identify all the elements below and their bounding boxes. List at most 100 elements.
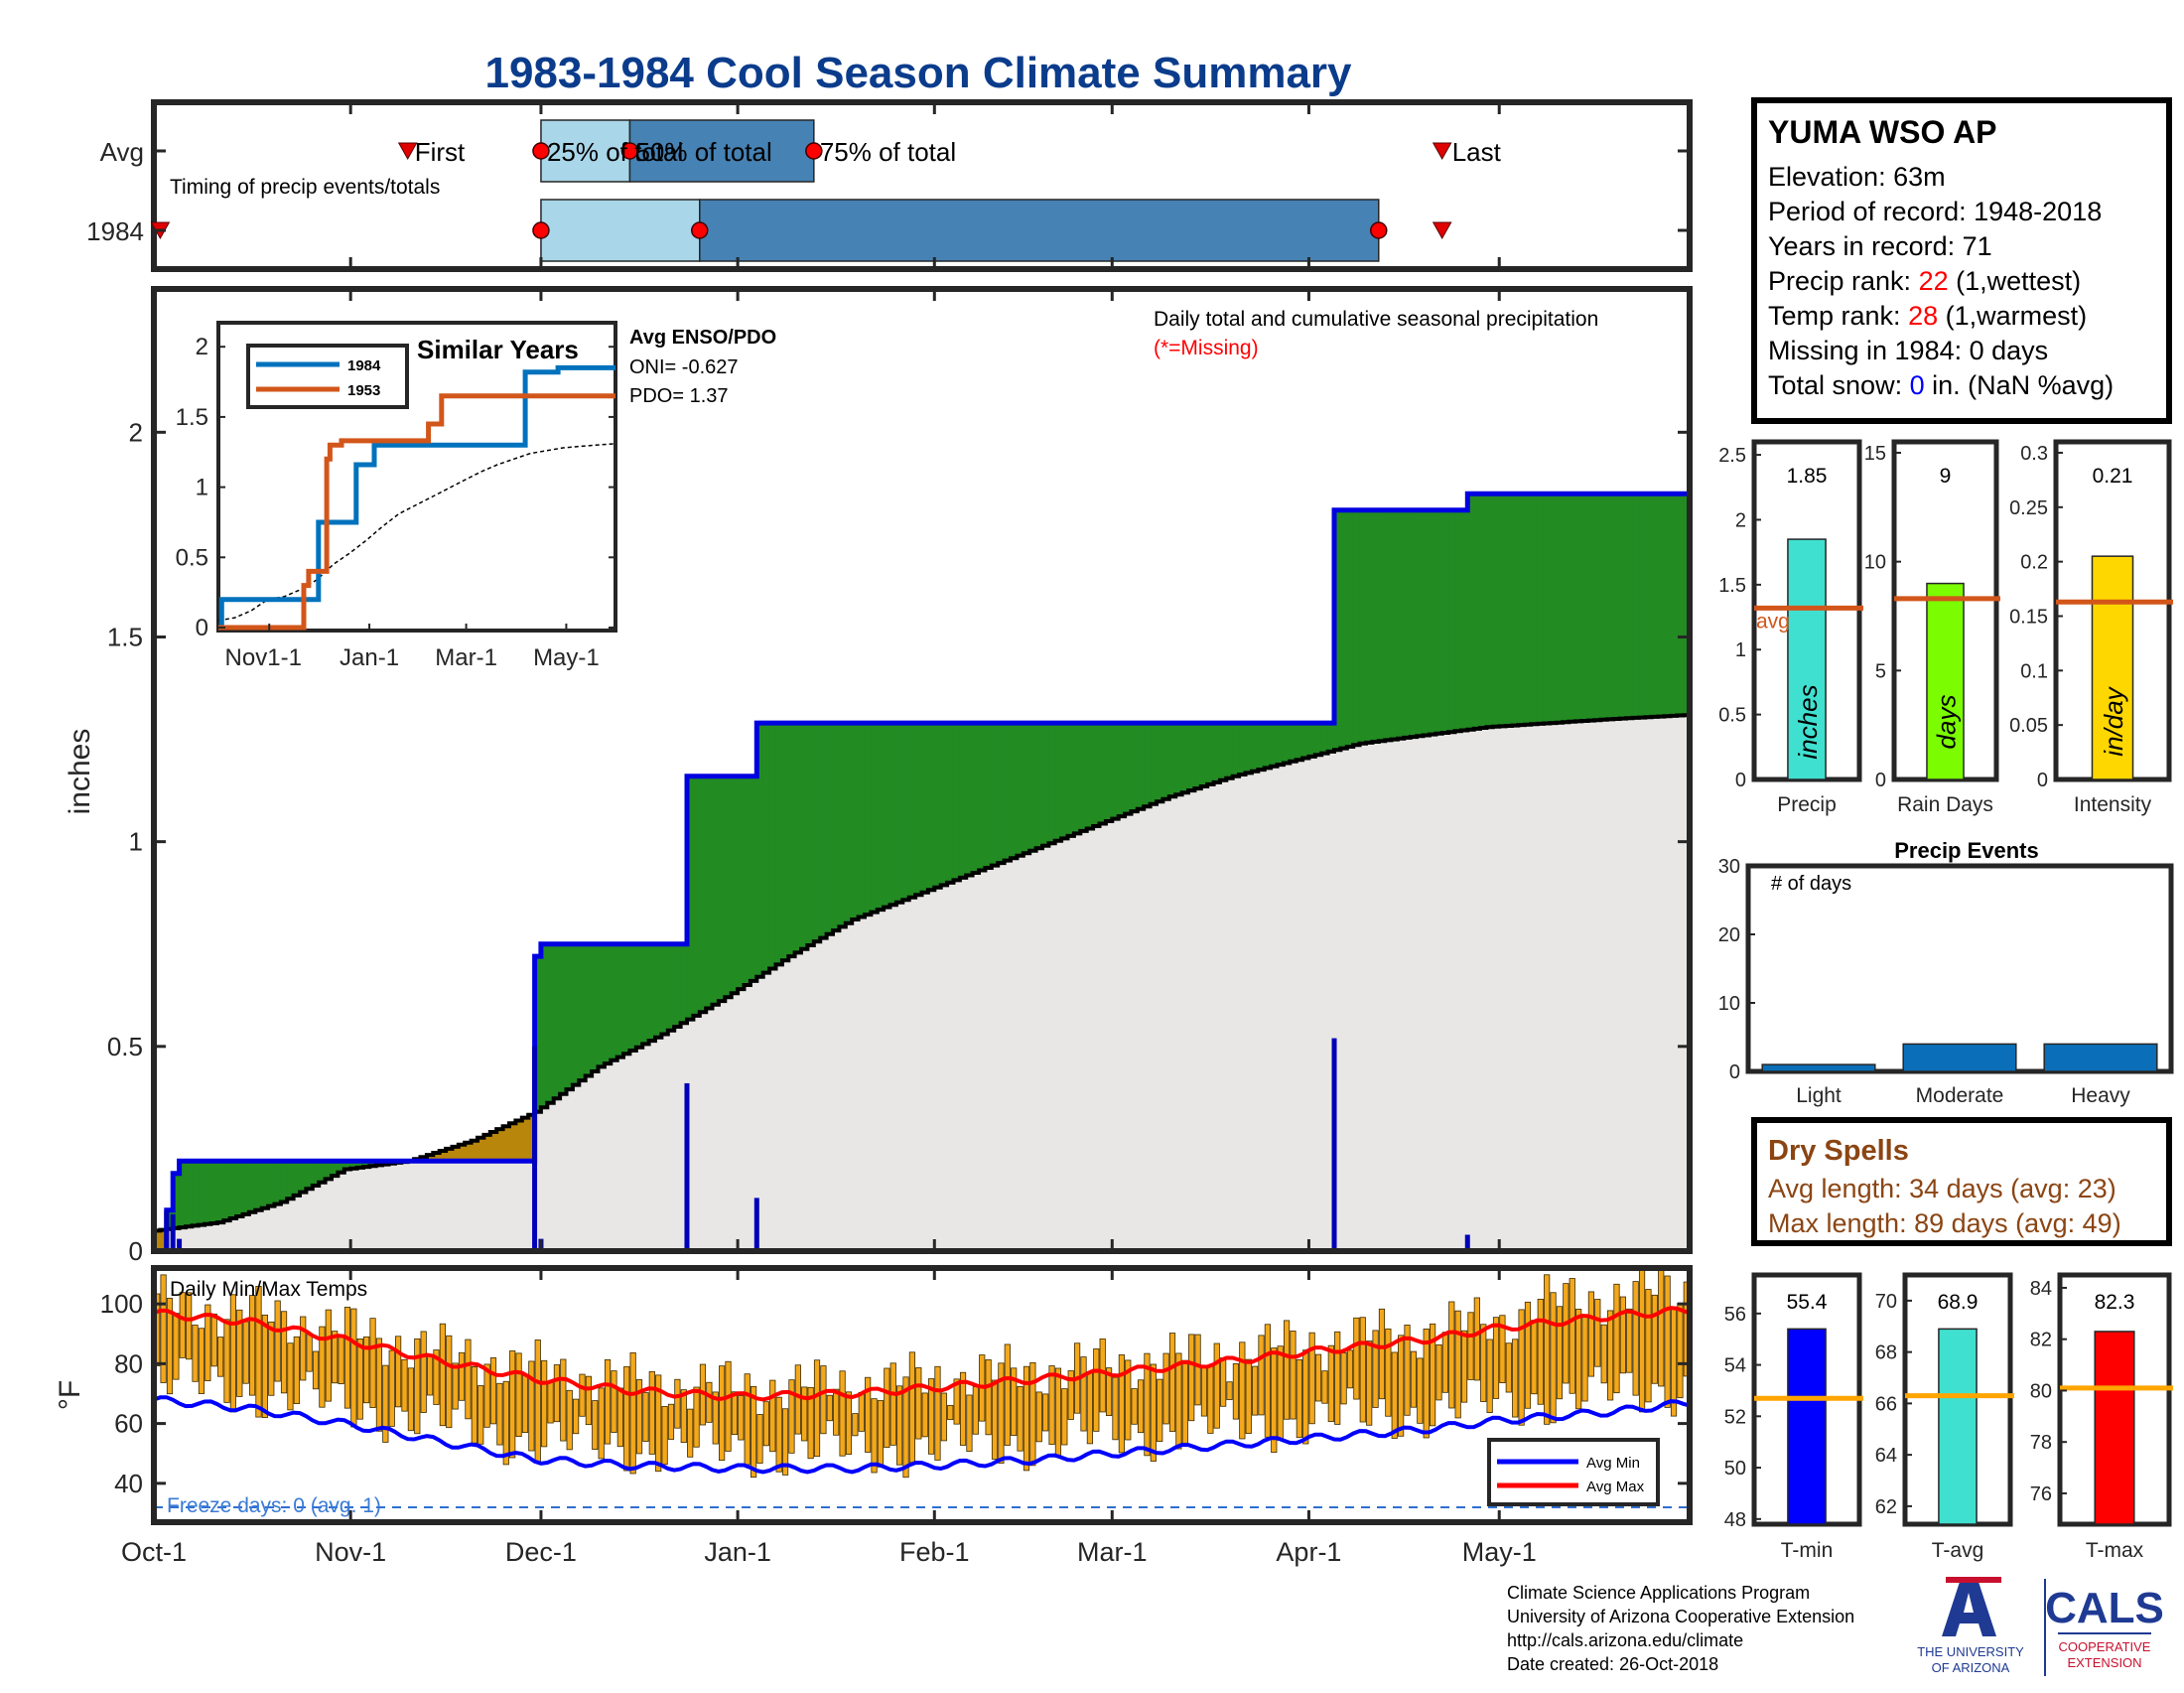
daily-temp-bar (573, 1398, 580, 1435)
deficit-fill (426, 1155, 434, 1162)
surplus-fill (1150, 723, 1158, 804)
surplus-fill (1512, 494, 1520, 726)
surplus-fill (1296, 723, 1303, 761)
side-bar-label-2: Intensity (2074, 793, 2152, 816)
precip-y-tick-label: 0 (129, 1236, 143, 1266)
surplus-fill (1251, 723, 1259, 772)
daily-temp-bar (1188, 1334, 1195, 1422)
surplus-fill (1168, 723, 1176, 797)
side-bar-tick-label: 0.3 (2020, 443, 2048, 465)
side-bar-value-0 (1787, 538, 1827, 780)
daily-temp-bar (1137, 1379, 1145, 1434)
daily-temp-bar (173, 1313, 180, 1380)
daily-temp-bar (1168, 1333, 1176, 1432)
daily-temp-bar (1283, 1320, 1291, 1420)
temp-legend (1487, 1438, 1660, 1506)
deficit-fill (439, 1150, 447, 1162)
inset-y-tick-label: 1 (196, 475, 208, 501)
daily-temp-bar (521, 1374, 529, 1434)
surplus-fill (1569, 494, 1576, 722)
surplus-fill (547, 943, 555, 1103)
cals-sub-line1: COOPERATIVE (2059, 1639, 2151, 1654)
daily-temp-bar (915, 1367, 922, 1440)
month-tick-label: Dec-1 (505, 1537, 577, 1567)
precip-y-tick-label: 2 (129, 417, 143, 447)
daily-temp-bar (356, 1339, 363, 1420)
station-years: Years in record: 71 (1768, 231, 1992, 261)
surplus-fill (1486, 494, 1494, 728)
daily-temp-bar (1398, 1335, 1405, 1437)
daily-temp-bar (350, 1308, 357, 1428)
daily-temp-bar (839, 1370, 846, 1457)
daily-temp-bar (369, 1318, 376, 1408)
daily-temp-bar (1645, 1289, 1652, 1403)
surplus-fill (934, 723, 942, 888)
surplus-fill (1067, 723, 1075, 836)
daily-temp-bar (1099, 1338, 1106, 1413)
surplus-fill (1626, 494, 1634, 719)
daily-temp-bar (661, 1406, 668, 1466)
surplus-fill (1429, 509, 1436, 735)
side-bar-unit-0: inches (1793, 684, 1823, 759)
surplus-fill (788, 723, 796, 957)
surplus-fill (959, 723, 967, 878)
y1984-p75-marker (1370, 221, 1388, 239)
month-tick-label: Oct-1 (121, 1537, 187, 1567)
daily-temp-bar (1404, 1325, 1411, 1416)
daily-temp-bar (274, 1300, 281, 1382)
surplus-fill (1112, 723, 1120, 819)
daily-temp-bar (1340, 1351, 1347, 1405)
surplus-fill (1017, 723, 1024, 856)
daily-temp-bar (807, 1386, 814, 1460)
daily-temp-bar (363, 1336, 370, 1404)
daily-temp-bar (719, 1365, 726, 1462)
temp-y-tick-label: 100 (100, 1289, 143, 1319)
surplus-fill (1594, 494, 1602, 721)
surplus-fill (553, 943, 561, 1099)
daily-temp-bar (268, 1321, 275, 1396)
footer-url: http://cals.arizona.edu/climate (1507, 1630, 1743, 1650)
surplus-fill (699, 776, 707, 1013)
daily-temp-bar (1125, 1359, 1132, 1441)
daily-temp-bar (852, 1413, 859, 1437)
surplus-fill (1505, 494, 1513, 726)
inset-y-tick-label: 2 (196, 334, 208, 360)
surplus-fill (1423, 509, 1431, 736)
surplus-fill (845, 723, 853, 923)
y1984-p25-marker (532, 221, 550, 239)
temp-label: Daily Min/Max Temps (170, 1278, 367, 1301)
inset-x-tick-label: Mar-1 (435, 644, 497, 671)
dry-spells-title: Dry Spells (1768, 1135, 1909, 1167)
daily-temp-bar (420, 1331, 427, 1413)
surplus-fill (680, 943, 688, 1024)
daily-temp-bar (579, 1373, 586, 1417)
surplus-fill (1334, 509, 1342, 751)
surplus-fill (1346, 509, 1354, 747)
ua-a-logo-counter (1964, 1593, 1974, 1613)
daily-temp-bar (1162, 1352, 1169, 1425)
surplus-fill (1080, 723, 1088, 831)
daily-temp-bar (693, 1386, 700, 1448)
daily-temp-bar (902, 1376, 909, 1479)
side-bar-label-0: Precip (1777, 793, 1837, 816)
inset-series-1984 (218, 364, 615, 631)
surplus-fill (1385, 509, 1393, 741)
timing-bars (150, 119, 1690, 262)
daily-temp-bar (1067, 1370, 1074, 1420)
temp-bar-tick-label: 52 (1724, 1406, 1746, 1428)
inset-series (217, 364, 616, 631)
daily-temp-bar (300, 1316, 307, 1381)
side-bar-tick-label: 2.5 (1718, 445, 1746, 467)
daily-temp-bar (725, 1360, 732, 1452)
daily-temp-bar (1296, 1358, 1302, 1439)
daily-temp-bar (192, 1325, 199, 1382)
surplus-fill (1308, 723, 1316, 757)
daily-temp-bar (1112, 1376, 1119, 1441)
daily-temp-bar (1378, 1308, 1386, 1400)
surplus-fill (1670, 494, 1678, 716)
daily-temp-bar (566, 1389, 573, 1451)
oni-value: ONI= -0.627 (629, 356, 739, 378)
side-bar-value-2 (2091, 555, 2134, 780)
daily-temp-bar (439, 1323, 446, 1427)
